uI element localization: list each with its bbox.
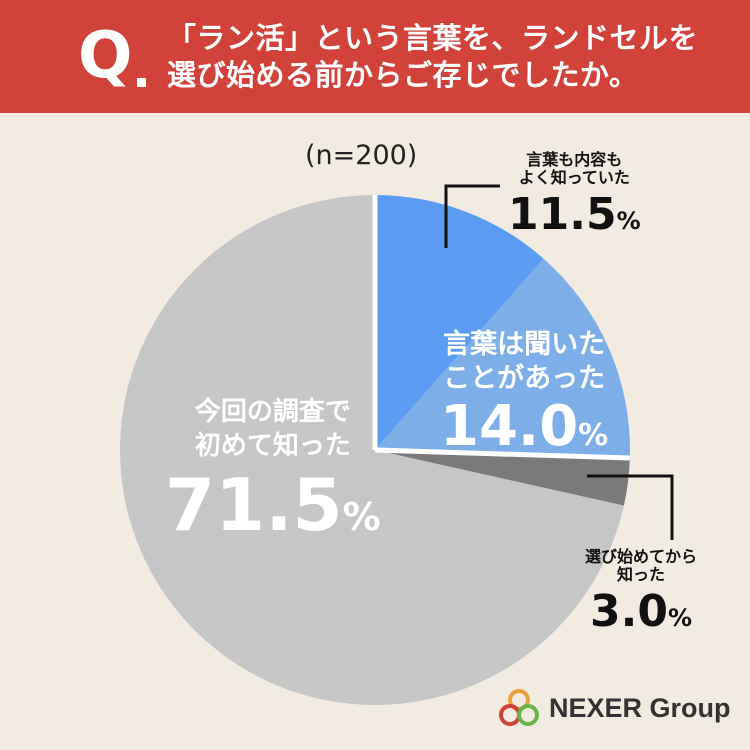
slice-unit: % (342, 495, 381, 539)
three-rings-logo-icon (499, 689, 539, 726)
slice-unit: % (667, 604, 692, 632)
logo-text: NEXER Group (549, 692, 731, 723)
question-line-2: 選び始める前からご存じでしたか。 (167, 58, 639, 92)
q-letter: Q (78, 19, 133, 93)
slice-value: 3.0 (590, 586, 668, 637)
slice-label-text: 言葉も内容も (526, 150, 623, 169)
question-line-1: 「ラン活」という言葉を、ランドセルを (167, 21, 699, 55)
q-dot (137, 78, 146, 87)
slice-unit: % (578, 418, 609, 453)
leader-line-knew-content (444, 184, 500, 248)
slice-separator-line (374, 447, 630, 461)
leader-line-learned-before (587, 474, 674, 540)
slice-unit: % (616, 207, 641, 235)
slice-label-text: 知った (617, 565, 666, 584)
slice-label-heard: 言葉は聞いた ことがあった 14.0% (440, 328, 608, 459)
pie-slice-learned-before (375, 450, 630, 506)
slice-label-text: 選び始めてから (585, 547, 698, 566)
slice-label-text: 今回の調査で (194, 397, 351, 427)
sample-size-label: (n=200) (305, 140, 418, 171)
slice-label-text: ことがあった (443, 363, 606, 394)
slice-value: 71.5 (165, 463, 343, 547)
nexer-logo: NEXER Group (497, 688, 731, 728)
pie-slice-heard (375, 258, 630, 459)
slice-label-learned-before: 選び始めてから 知った 3.0% (585, 547, 698, 638)
question-header: Q 「ラン活」という言葉を、ランドセルを 選び始める前からご存じでしたか。 (0, 0, 750, 113)
slice-label-first-time: 今回の調査で 初めて知った 71.5% (165, 395, 381, 547)
slice-label-text: よく知っていた (518, 168, 630, 187)
slice-value: 14.0 (440, 394, 579, 459)
pie-slice-first-time (120, 195, 624, 706)
slice-value: 11.5 (508, 189, 617, 240)
pie-slice-knew-content (375, 195, 544, 450)
question-text: 「ラン活」という言葉を、ランドセルを 選び始める前からご存じでしたか。 (167, 20, 727, 94)
slice-label-knew-content: 言葉も内容も よく知っていた 11.5% (508, 150, 641, 241)
slice-label-text: 初めて知った (194, 431, 351, 461)
slice-label-text: 言葉は聞いた (443, 329, 606, 360)
